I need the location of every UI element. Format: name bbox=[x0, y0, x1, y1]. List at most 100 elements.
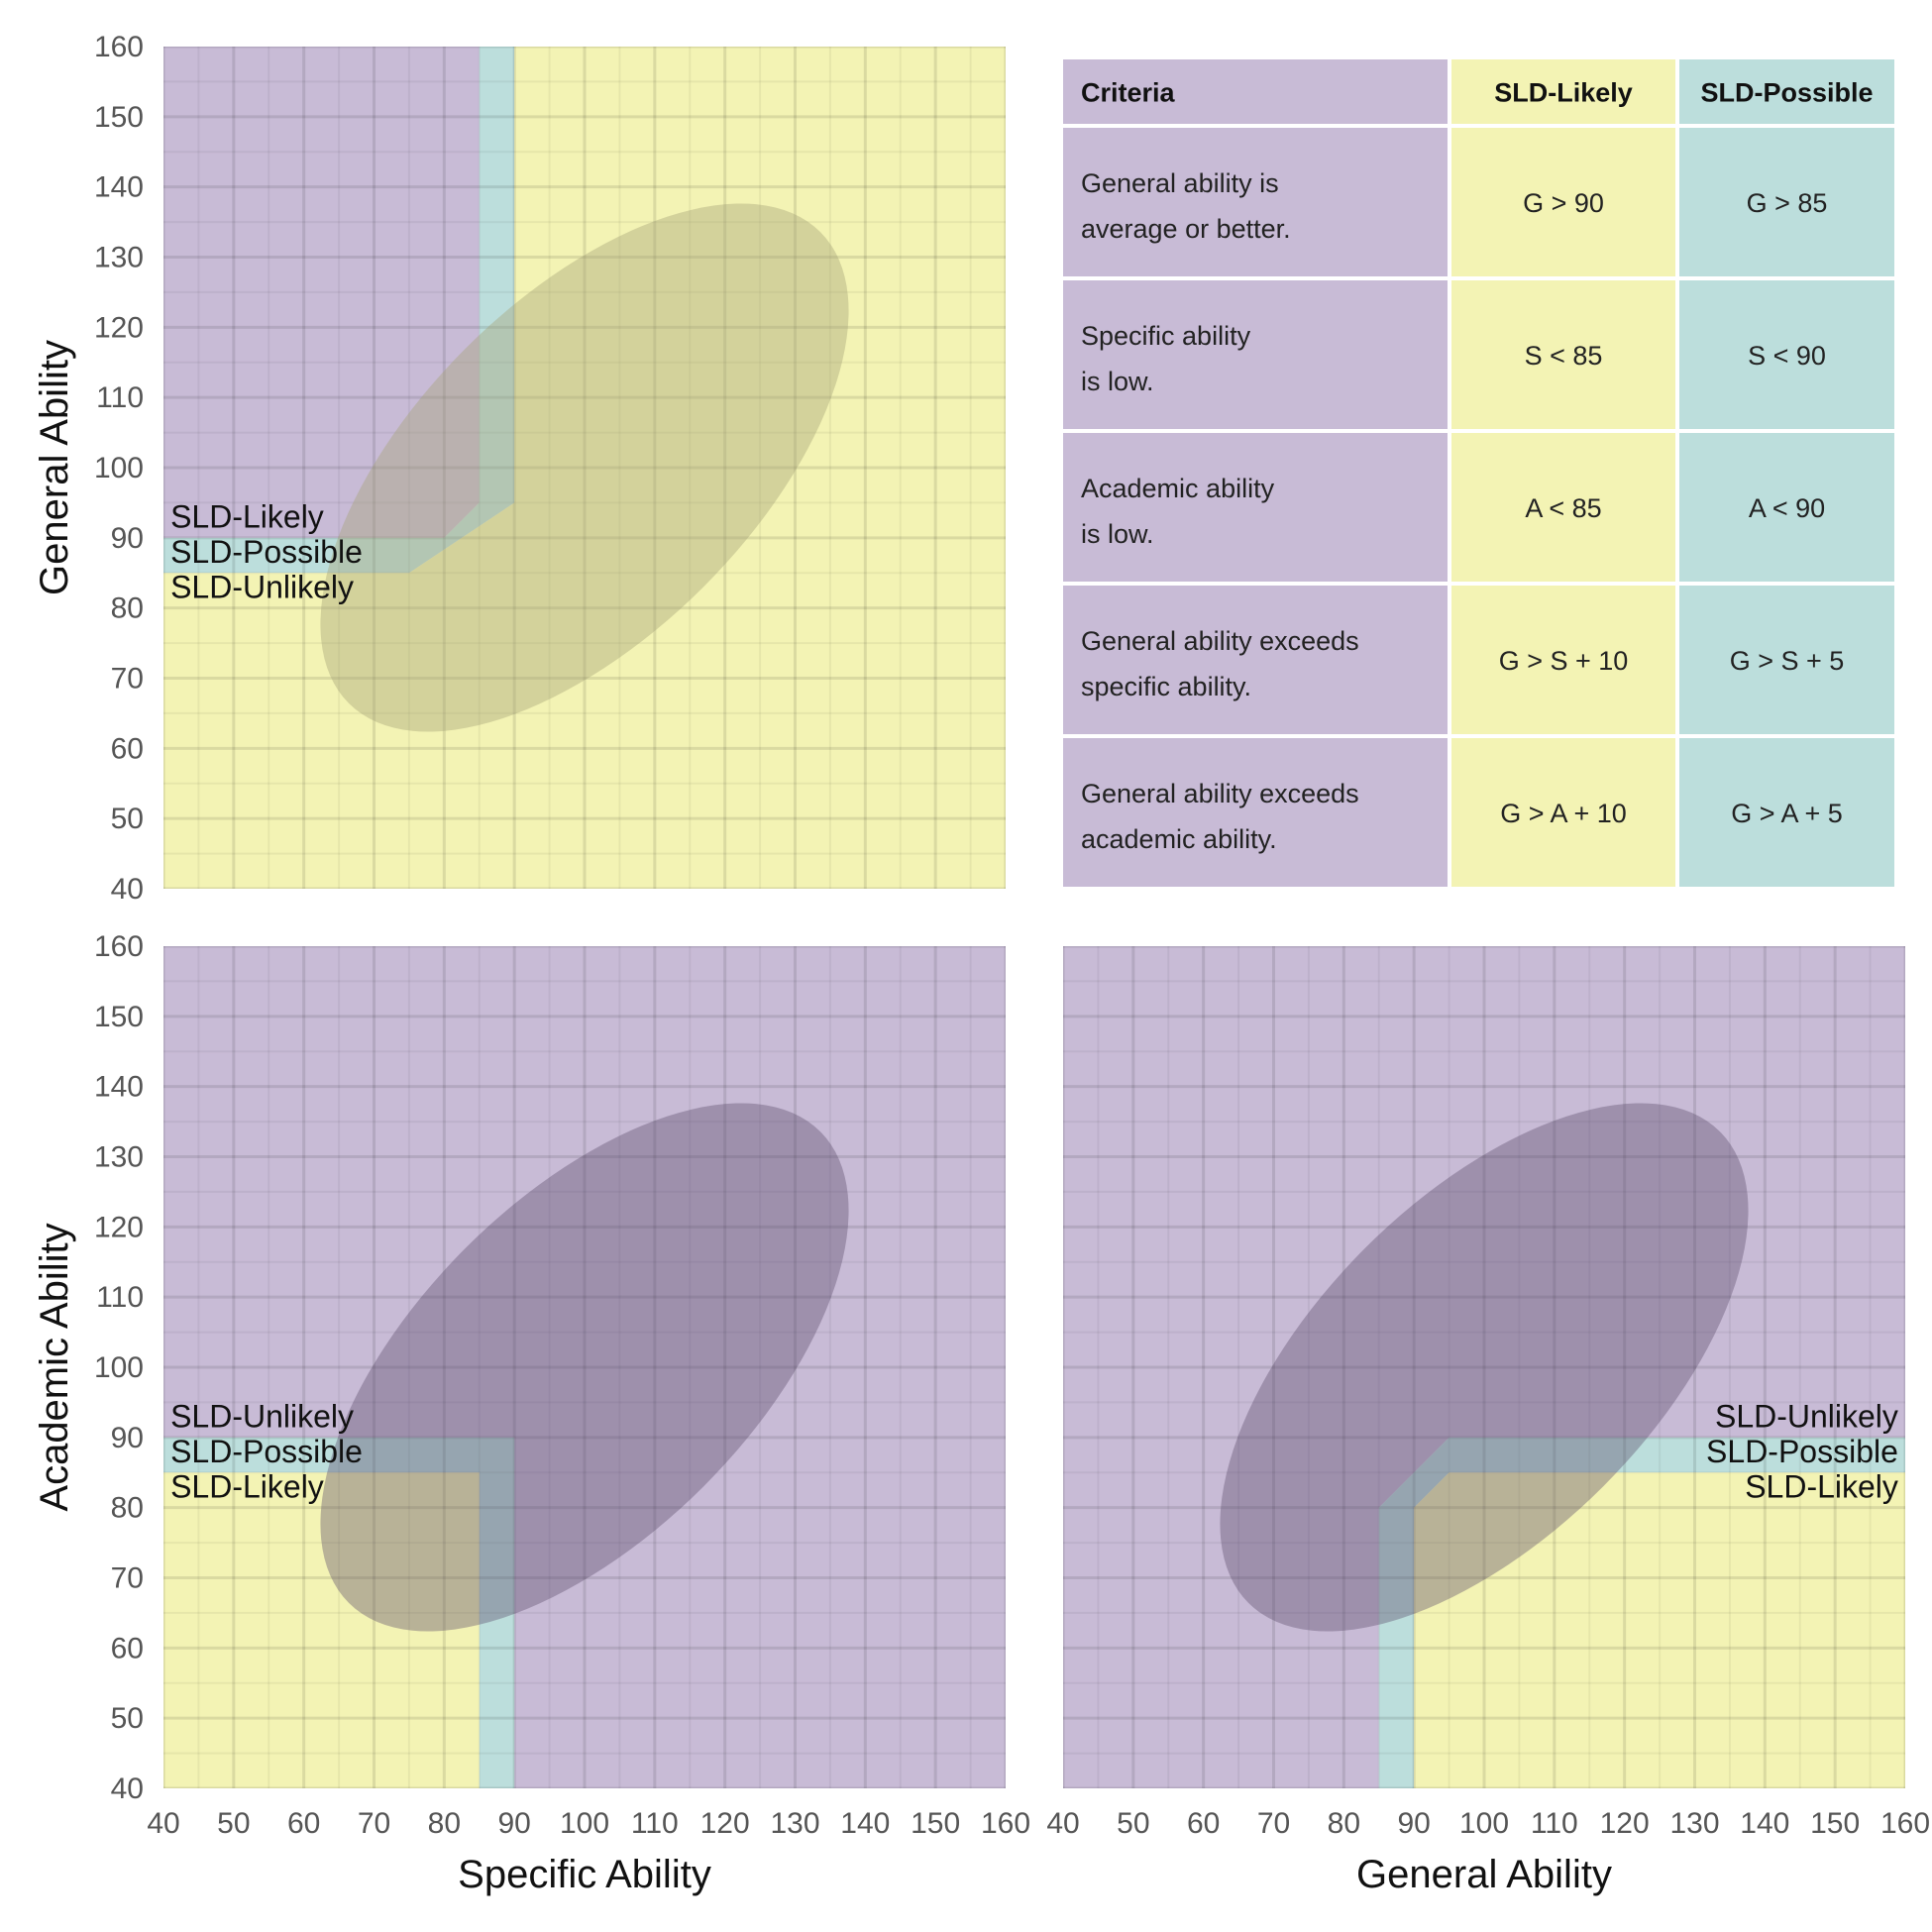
x-tick-label: 90 bbox=[497, 1807, 530, 1840]
x-tick-label: 100 bbox=[560, 1807, 609, 1840]
y-tick-label: 150 bbox=[94, 1001, 144, 1033]
table-cell bbox=[1063, 280, 1448, 429]
possible-criterion: G > A + 5 bbox=[1731, 799, 1843, 828]
x-tick-label: 120 bbox=[700, 1807, 750, 1840]
y-tick-label: 50 bbox=[111, 803, 144, 835]
region-sld-unlikely bbox=[1063, 946, 1905, 1788]
plot-area bbox=[163, 946, 1006, 1788]
y-tick-label: 120 bbox=[94, 1211, 144, 1243]
distribution-ellipse bbox=[1220, 1103, 1749, 1632]
possible-criterion: S < 90 bbox=[1748, 341, 1826, 371]
region-sld-likely bbox=[163, 1472, 480, 1788]
possible-criterion: G > S + 5 bbox=[1730, 646, 1845, 676]
table-cell bbox=[1063, 128, 1448, 276]
table-cell bbox=[1679, 433, 1894, 582]
y-tick-label: 130 bbox=[94, 1141, 144, 1174]
region-sld-likely bbox=[1414, 1472, 1905, 1788]
criteria-line: General ability is bbox=[1081, 168, 1279, 198]
y-tick-label: 70 bbox=[111, 1562, 144, 1595]
region-sld-possible bbox=[1378, 1437, 1905, 1788]
table-row: Specific ability is low. S < 85 S < 90 bbox=[1063, 280, 1894, 429]
y-tick-label: 140 bbox=[94, 1071, 144, 1104]
x-tick-label: 50 bbox=[1117, 1807, 1149, 1840]
likely-criterion: G > S + 10 bbox=[1499, 646, 1629, 676]
x-tick-label: 80 bbox=[1328, 1807, 1360, 1840]
region-label: SLD-Likely bbox=[170, 1468, 324, 1504]
likely-criterion: G > 90 bbox=[1523, 188, 1604, 218]
criteria-table: Criteria SLD-Likely SLD-Possible General ab… bbox=[1063, 59, 1894, 887]
table-header-cell bbox=[1679, 59, 1894, 124]
y-tick-label: 160 bbox=[94, 31, 144, 63]
table-header-cell bbox=[1451, 59, 1675, 124]
table-header-sld-possible: SLD-Possible bbox=[1700, 78, 1873, 108]
criteria-line: Academic ability bbox=[1081, 474, 1275, 503]
region-label: SLD-Likely bbox=[1745, 1468, 1898, 1504]
x-tick-label: 90 bbox=[1397, 1807, 1430, 1840]
x-tick-label: 140 bbox=[1740, 1807, 1789, 1840]
x-tick-label: 40 bbox=[147, 1807, 179, 1840]
table-cell bbox=[1063, 738, 1448, 887]
x-tick-label: 80 bbox=[428, 1807, 461, 1840]
x-tick-label: 100 bbox=[1459, 1807, 1509, 1840]
x-tick-label: 110 bbox=[1531, 1807, 1578, 1840]
y-tick-label: 100 bbox=[94, 452, 144, 484]
y-axis-title: General Ability bbox=[33, 340, 76, 595]
x-tick-label: 160 bbox=[1880, 1807, 1930, 1840]
criteria-line: academic ability. bbox=[1081, 824, 1277, 854]
x-tick-label: 70 bbox=[358, 1807, 390, 1840]
region-sld-unlikely bbox=[163, 946, 1006, 1788]
x-tick-label: 60 bbox=[287, 1807, 320, 1840]
y-tick-label: 90 bbox=[111, 1422, 144, 1454]
grid-lines bbox=[163, 946, 1006, 1788]
plot-area bbox=[163, 47, 1006, 889]
likely-criterion: A < 85 bbox=[1525, 493, 1601, 523]
table-row: General ability exceeds specific ability.… bbox=[1063, 586, 1894, 734]
y-axis-title: Academic Ability bbox=[33, 1223, 76, 1511]
table-cell bbox=[1679, 128, 1894, 276]
criteria-text: Academic ability is low. bbox=[1081, 474, 1275, 549]
y-tick-label: 80 bbox=[111, 1492, 144, 1525]
table-header-cell bbox=[1063, 59, 1448, 124]
table-cell bbox=[1451, 433, 1675, 582]
region-sld-likely bbox=[163, 47, 1006, 889]
table-header-sld-likely: SLD-Likely bbox=[1494, 78, 1633, 108]
plot-panels: SLD-LikelySLD-PossibleSLD-Unlikely405060… bbox=[33, 31, 1930, 1896]
plot-area bbox=[1063, 946, 1905, 1788]
likely-criterion: S < 85 bbox=[1525, 341, 1603, 371]
x-tick-label: 150 bbox=[1810, 1807, 1860, 1840]
x-tick-label: 70 bbox=[1257, 1807, 1290, 1840]
x-tick-label: 50 bbox=[217, 1807, 250, 1840]
region-label: SLD-Likely bbox=[170, 499, 324, 535]
criteria-line: is low. bbox=[1081, 519, 1154, 549]
x-tick-label: 160 bbox=[981, 1807, 1030, 1840]
criteria-line: is low. bbox=[1081, 367, 1154, 396]
table-cell bbox=[1063, 433, 1448, 582]
criteria-text: General ability is average or better. bbox=[1081, 168, 1291, 244]
y-tick-label: 110 bbox=[96, 1281, 144, 1314]
table-cell bbox=[1679, 280, 1894, 429]
table-header-criteria: Criteria bbox=[1081, 78, 1176, 108]
region-sld-possible bbox=[163, 1437, 515, 1788]
region-label: SLD-Unlikely bbox=[170, 1399, 354, 1435]
criteria-line: General ability exceeds bbox=[1081, 779, 1359, 808]
y-tick-label: 150 bbox=[94, 101, 144, 134]
x-tick-label: 120 bbox=[1600, 1807, 1650, 1840]
y-tick-label: 130 bbox=[94, 242, 144, 274]
criteria-line: specific ability. bbox=[1081, 672, 1251, 701]
y-tick-label: 160 bbox=[94, 930, 144, 963]
x-axis-title: General Ability bbox=[1356, 1853, 1612, 1896]
table-row: Academic ability is low. A < 85 A < 90 bbox=[1063, 433, 1894, 582]
region-sld-possible bbox=[163, 47, 515, 574]
y-tick-label: 120 bbox=[94, 311, 144, 344]
grid-lines bbox=[163, 47, 1006, 889]
table-cell bbox=[1451, 128, 1675, 276]
y-tick-label: 110 bbox=[96, 381, 144, 414]
y-tick-label: 70 bbox=[111, 663, 144, 696]
y-tick-label: 50 bbox=[111, 1702, 144, 1735]
region-label: SLD-Possible bbox=[170, 534, 363, 570]
x-tick-label: 130 bbox=[770, 1807, 819, 1840]
table-cell bbox=[1451, 586, 1675, 734]
